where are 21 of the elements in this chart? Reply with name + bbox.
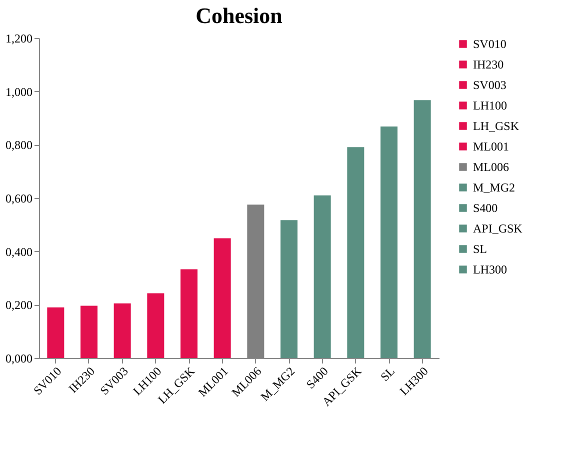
legend-label: IH230 (473, 58, 504, 72)
y-tick-label: 0,800 (6, 138, 32, 152)
y-tick-label: 0,400 (6, 244, 32, 259)
legend-label: SL (473, 242, 488, 256)
y-tick-label: 0,600 (6, 192, 32, 206)
legend-label: S400 (473, 201, 498, 215)
y-tick-label: 0,200 (6, 298, 32, 312)
chart-title: Cohesion (196, 3, 282, 28)
legend-label: M_MG2 (473, 180, 516, 194)
y-tick-label: 0,000 (6, 352, 32, 366)
legend-label: LH_GSK (473, 119, 520, 133)
legend-label: API_GSK (473, 222, 523, 236)
legend-label: SV003 (473, 78, 506, 92)
y-tick-label: 1,200 (6, 32, 32, 46)
legend-label: LH100 (473, 98, 507, 112)
x-tick-label: SL (378, 364, 398, 384)
legend-label: LH300 (473, 262, 507, 276)
legend-label: ML001 (473, 140, 509, 154)
legend-label: ML006 (473, 160, 509, 174)
y-tick-label: 1,000 (6, 84, 32, 99)
legend-label: SV010 (473, 37, 506, 51)
